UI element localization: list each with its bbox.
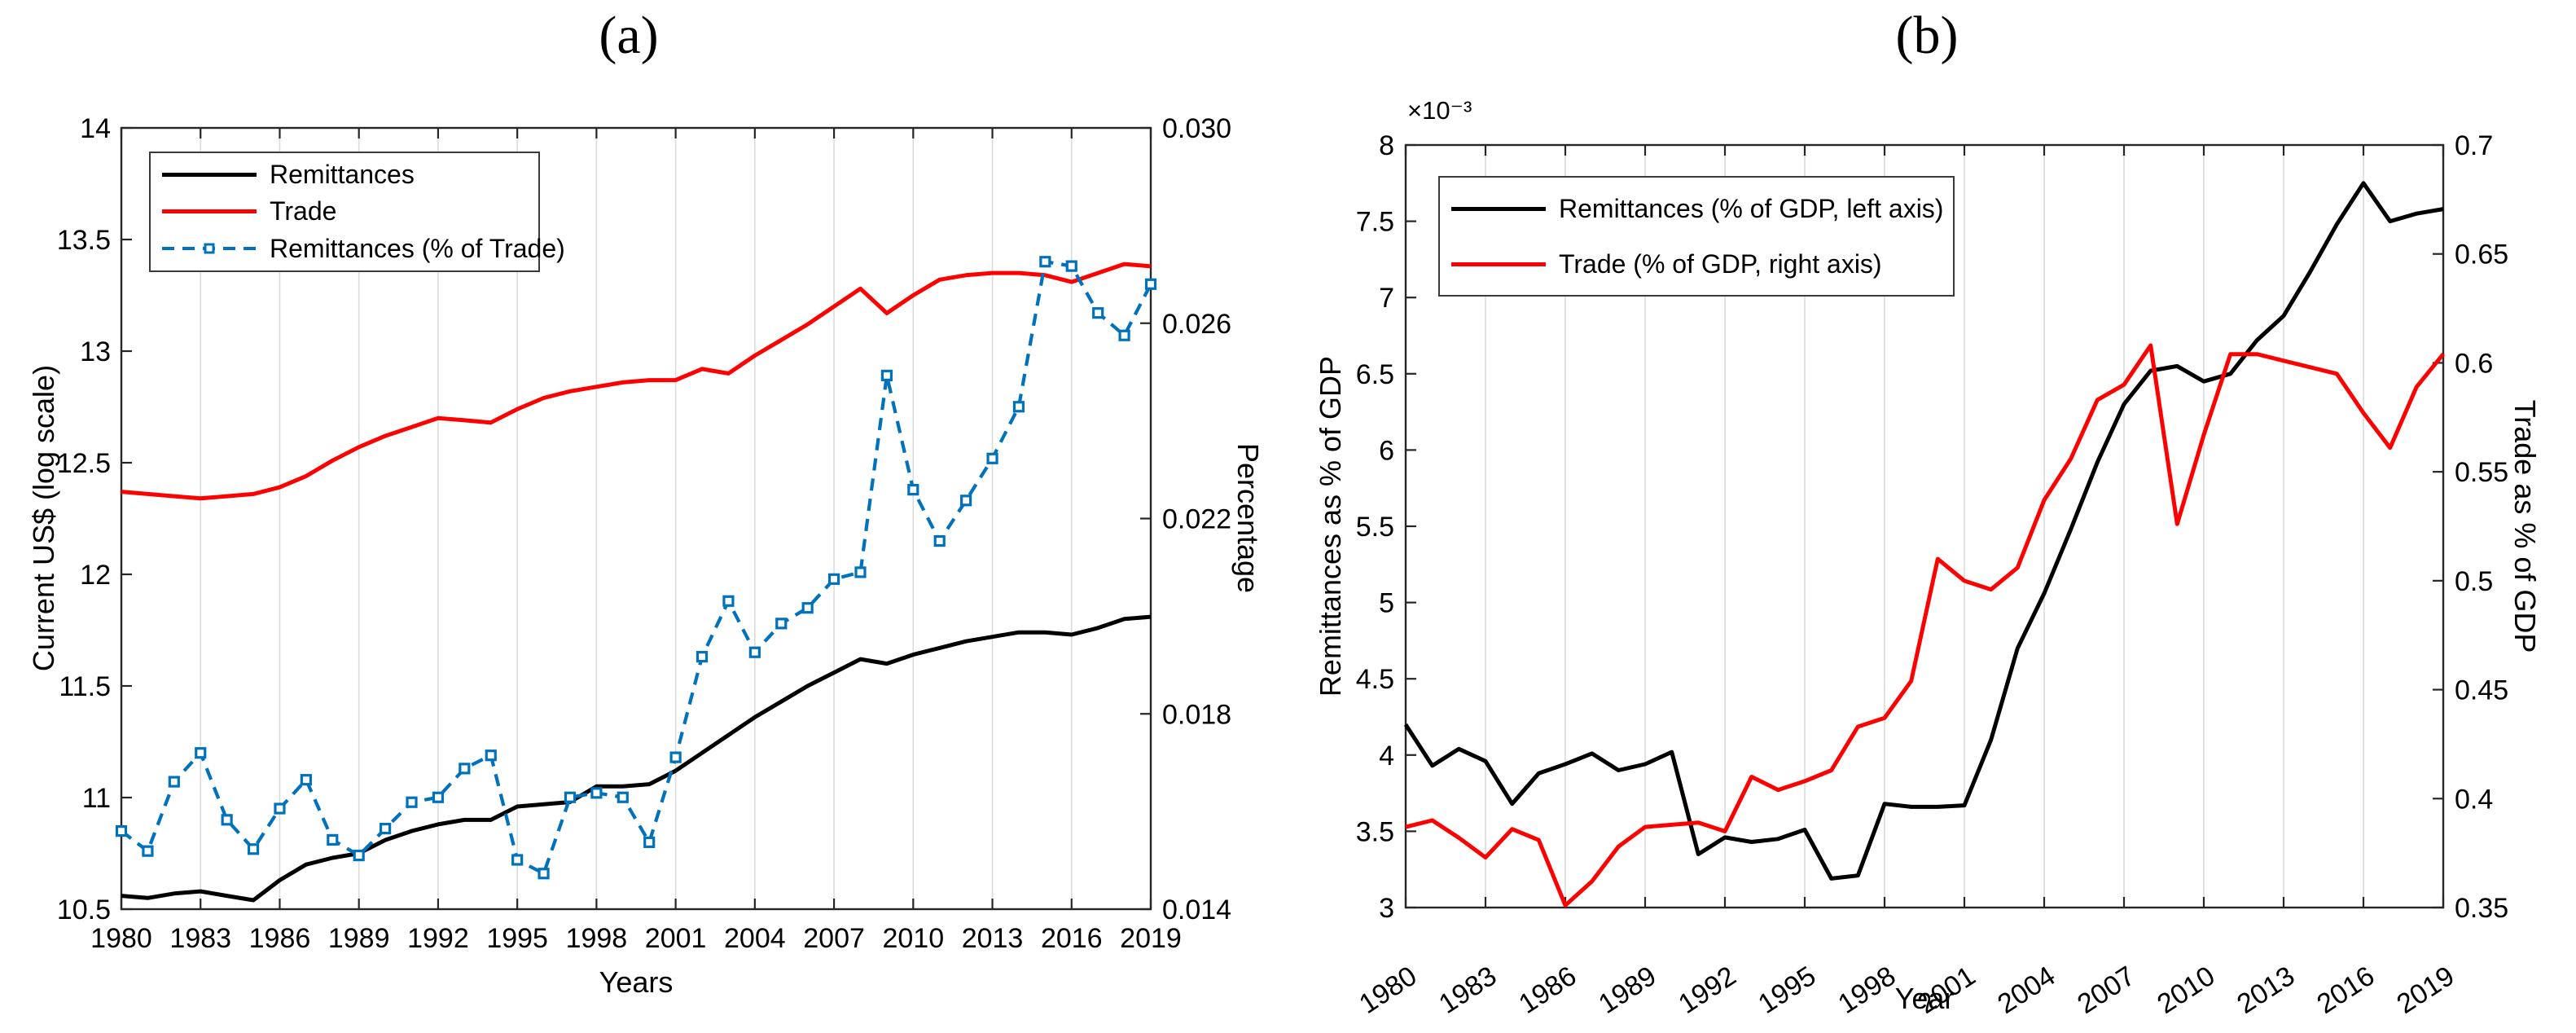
svg-text:0.35: 0.35 bbox=[2455, 893, 2508, 924]
series-a-1 bbox=[121, 262, 1152, 501]
svg-text:7.5: 7.5 bbox=[1356, 207, 1394, 238]
svg-text:1995: 1995 bbox=[1753, 960, 1821, 1020]
chart-a-ylabel-right: Percentage bbox=[1231, 442, 1265, 594]
svg-text:2001: 2001 bbox=[645, 923, 707, 954]
svg-text:7: 7 bbox=[1379, 283, 1394, 314]
svg-text:13.5: 13.5 bbox=[57, 225, 111, 256]
legend-item-remittances-pct-trade: Remittances (% of Trade) bbox=[151, 234, 565, 264]
svg-text:0.4: 0.4 bbox=[2455, 784, 2493, 815]
svg-text:0.5: 0.5 bbox=[2455, 566, 2493, 597]
svg-text:0.026: 0.026 bbox=[1162, 309, 1231, 340]
svg-text:5.5: 5.5 bbox=[1356, 512, 1394, 543]
series-b-0 bbox=[1403, 181, 2444, 881]
legend-item-trade: Trade bbox=[151, 196, 538, 226]
svg-text:1995: 1995 bbox=[486, 923, 548, 954]
svg-text:11: 11 bbox=[82, 783, 111, 814]
svg-text:1992: 1992 bbox=[407, 923, 469, 954]
svg-text:2004: 2004 bbox=[724, 923, 786, 954]
svg-text:2013: 2013 bbox=[962, 923, 1024, 954]
svg-text:1980: 1980 bbox=[90, 923, 152, 954]
legend-item-remittances: Remittances bbox=[151, 160, 538, 190]
series-a-2 bbox=[115, 256, 1157, 880]
svg-text:1992: 1992 bbox=[1673, 960, 1741, 1020]
svg-text:4: 4 bbox=[1379, 741, 1394, 771]
svg-text:0.65: 0.65 bbox=[2455, 240, 2508, 270]
svg-text:1998: 1998 bbox=[566, 923, 628, 954]
svg-text:2016: 2016 bbox=[1041, 923, 1103, 954]
chart-b-ylabel-right: Trade as % of GDP bbox=[2508, 399, 2542, 653]
chart-a-legend: Remittances Trade Remittances (% of Trad… bbox=[149, 152, 565, 272]
black-line-icon bbox=[162, 173, 257, 178]
chart-a-xlabel: Years bbox=[599, 965, 674, 999]
series-b-1 bbox=[1405, 343, 2445, 908]
svg-text:1998: 1998 bbox=[1832, 960, 1901, 1020]
svg-text:6.5: 6.5 bbox=[1356, 359, 1394, 390]
svg-text:12: 12 bbox=[80, 560, 111, 591]
svg-text:2019: 2019 bbox=[1120, 923, 1182, 954]
red-line-icon bbox=[1451, 262, 1546, 266]
svg-text:0.030: 0.030 bbox=[1162, 113, 1231, 144]
svg-text:2019: 2019 bbox=[2391, 960, 2460, 1020]
svg-text:3: 3 bbox=[1379, 893, 1394, 924]
svg-text:2010: 2010 bbox=[882, 923, 944, 954]
svg-text:2016: 2016 bbox=[2311, 960, 2380, 1020]
legend-label: Remittances (% of GDP, left axis) bbox=[1559, 193, 1944, 223]
svg-text:11.5: 11.5 bbox=[59, 671, 111, 702]
legend-item-trade-gdp: Trade (% of GDP, right axis) bbox=[1440, 249, 1953, 279]
svg-text:1986: 1986 bbox=[1513, 960, 1582, 1020]
svg-text:0.6: 0.6 bbox=[2455, 348, 2493, 379]
svg-text:1983: 1983 bbox=[1433, 960, 1502, 1020]
legend-label: Remittances (% of Trade) bbox=[270, 233, 565, 263]
tick-marks bbox=[120, 126, 1152, 911]
svg-text:10.5: 10.5 bbox=[57, 895, 111, 925]
svg-text:4.5: 4.5 bbox=[1356, 664, 1394, 695]
svg-text:2013: 2013 bbox=[2232, 960, 2300, 1020]
svg-text:1986: 1986 bbox=[249, 923, 311, 954]
svg-text:0.022: 0.022 bbox=[1162, 504, 1231, 535]
svg-text:12.5: 12.5 bbox=[57, 448, 111, 479]
chart-b-title: (b) bbox=[1895, 6, 1959, 65]
svg-text:1980: 1980 bbox=[1354, 960, 1422, 1020]
svg-text:14: 14 bbox=[80, 113, 111, 144]
legend-label: Trade (% of GDP, right axis) bbox=[1559, 248, 1882, 279]
svg-text:1983: 1983 bbox=[169, 923, 231, 954]
legend-label: Remittances bbox=[270, 160, 415, 190]
black-line-icon bbox=[1451, 206, 1546, 211]
svg-text:0.7: 0.7 bbox=[2455, 130, 2493, 161]
red-line-icon bbox=[162, 209, 257, 214]
chart-a-ylabel-left: Current US$ (log scale) bbox=[27, 364, 60, 672]
svg-text:8: 8 bbox=[1379, 130, 1394, 161]
svg-text:2004: 2004 bbox=[1992, 960, 2060, 1020]
tick-labels: 14 13.5 13 12.5 12 11.5 11 10.5 0.030 0.026 0.022 0… bbox=[57, 113, 1231, 954]
legend-item-remittances-gdp: Remittances (% of GDP, left axis) bbox=[1440, 194, 1953, 224]
tick-marks bbox=[1404, 143, 2445, 909]
svg-text:0.55: 0.55 bbox=[2455, 457, 2508, 488]
chart-b-legend: Remittances (% of GDP, left axis) Trade … bbox=[1438, 176, 1955, 297]
chart-b-xlabel: Year bbox=[1894, 982, 1955, 1015]
svg-text:2010: 2010 bbox=[2152, 960, 2220, 1020]
svg-text:6: 6 bbox=[1379, 435, 1394, 466]
svg-text:2007: 2007 bbox=[2072, 960, 2140, 1020]
chart-b-axis-multiplier: ×10⁻³ bbox=[1407, 96, 1472, 125]
blue-dashed-line-icon bbox=[162, 247, 257, 251]
svg-text:13: 13 bbox=[80, 336, 111, 367]
svg-text:1989: 1989 bbox=[328, 923, 390, 954]
svg-text:1989: 1989 bbox=[1593, 960, 1661, 1020]
series-a-0 bbox=[121, 614, 1152, 903]
svg-text:0.014: 0.014 bbox=[1162, 895, 1231, 925]
chart-a-title: (a) bbox=[599, 6, 659, 65]
chart-b-ylabel-left: Remittances as % of GDP bbox=[1314, 355, 1347, 697]
legend-label: Trade bbox=[270, 196, 337, 226]
svg-text:0.45: 0.45 bbox=[2455, 675, 2508, 706]
svg-text:2007: 2007 bbox=[803, 923, 865, 954]
chart-b-plot: 8 7.5 7 6.5 6 5.5 5 4.5 4 3.5 3 0.7 0.65 0.6 0.55 0.5 0.… bbox=[1354, 130, 2508, 1020]
svg-text:5: 5 bbox=[1379, 588, 1394, 619]
svg-text:3.5: 3.5 bbox=[1356, 816, 1394, 847]
svg-text:0.018: 0.018 bbox=[1162, 699, 1231, 730]
